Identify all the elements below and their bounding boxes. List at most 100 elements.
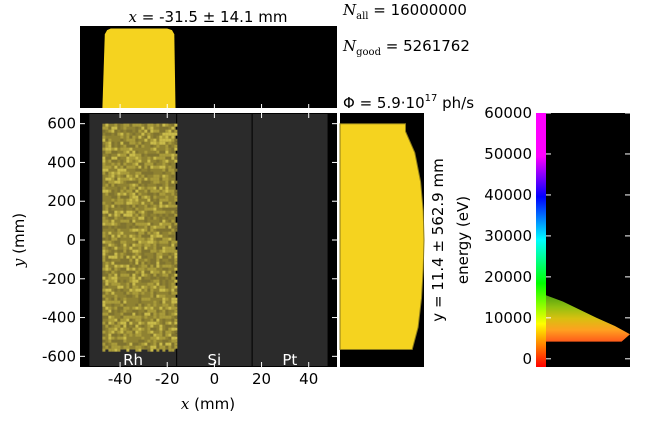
beam-pixel: [150, 270, 154, 274]
beam-pixel: [162, 303, 166, 307]
beam-pixel: [126, 123, 130, 127]
beam-pixel: [123, 246, 127, 250]
beam-pixel: [150, 291, 154, 295]
beam-pixel: [108, 171, 112, 175]
beam-pixel: [102, 267, 106, 271]
beam-pixel: [114, 213, 118, 217]
beam-pixel: [111, 183, 115, 187]
beam-pixel: [147, 210, 151, 214]
beam-pixel: [123, 309, 127, 313]
beam-pixel: [159, 237, 163, 241]
beam-pixel: [111, 243, 115, 247]
beam-pixel: [150, 189, 154, 193]
beam-pixel: [102, 231, 106, 235]
beam-pixel: [150, 216, 154, 220]
beam-pixel: [102, 150, 106, 154]
beam-pixel: [105, 192, 109, 196]
beam-pixel: [102, 135, 106, 139]
stripe-label-layer: Rh Si Pt: [123, 351, 297, 369]
beam-pixel: [138, 165, 142, 169]
beam-pixel: [120, 321, 124, 325]
beam-pixel: [105, 147, 109, 151]
beam-pixel: [120, 324, 124, 328]
beam-pixel: [141, 228, 145, 232]
beam-pixel: [165, 273, 169, 277]
beam-pixel: [135, 270, 139, 274]
beam-pixel: [156, 228, 160, 232]
beam-pixel: [171, 291, 175, 295]
beam-pixel: [117, 186, 121, 190]
beam-pixel: [168, 132, 172, 136]
energy-tick-label: 60000: [484, 104, 532, 122]
beam-pixel: [123, 273, 127, 277]
beam-pixel: [129, 129, 133, 133]
beam-pixel: [138, 153, 142, 157]
beam-pixel: [138, 222, 142, 226]
beam-pixel: [162, 342, 166, 346]
beam-pixel: [129, 153, 133, 157]
beam-pixel: [117, 210, 121, 214]
beam-pixel: [108, 312, 112, 316]
beam-pixel: [123, 153, 127, 157]
beam-pixel: [174, 258, 178, 262]
flux-text: Φ = 5.9·1017 ph/s: [343, 93, 474, 112]
beam-pixel: [108, 345, 112, 349]
beam-pixel: [135, 198, 139, 202]
beam-pixel: [123, 345, 127, 349]
beam-pixel: [159, 315, 163, 319]
beam-pixel: [165, 189, 169, 193]
beam-pixel: [111, 261, 115, 265]
beam-pixel: [138, 255, 142, 259]
beam-pixel: [102, 333, 106, 337]
beam-pixel: [102, 156, 106, 160]
beam-pixel: [111, 192, 115, 196]
beam-pixel: [129, 246, 133, 250]
beam-pixel: [126, 147, 130, 151]
beam-pixel: [144, 180, 148, 184]
beam-pixel: [159, 150, 163, 154]
beam-pixel: [156, 165, 160, 169]
beam-pixel: [135, 195, 139, 199]
beam-pixel: [117, 237, 121, 241]
beam-pixel: [120, 288, 124, 292]
beam-pixel: [141, 246, 145, 250]
beam-pixel: [174, 213, 178, 217]
beam-pixel: [120, 300, 124, 304]
beam-pixel: [120, 177, 124, 181]
beam-pixel: [108, 321, 112, 325]
beam-pixel: [174, 240, 178, 244]
beam-pixel: [174, 252, 178, 256]
beam-pixel: [150, 222, 154, 226]
beam-pixel: [129, 141, 133, 145]
beam-pixel: [150, 345, 154, 349]
beam-pixel: [129, 234, 133, 238]
beam-pixel: [174, 309, 178, 313]
beam-pixel: [156, 261, 160, 265]
beam-pixel: [171, 207, 175, 211]
beam-pixel: [159, 255, 163, 259]
beam-pixel: [123, 171, 127, 175]
beam-pixel: [135, 249, 139, 253]
beam-pixel: [132, 222, 136, 226]
beam-pixel: [108, 315, 112, 319]
beam-pixel: [138, 276, 142, 280]
beam-pixel: [174, 129, 178, 133]
beam-pixel: [117, 300, 121, 304]
beam-pixel: [102, 189, 106, 193]
beam-pixel: [123, 312, 127, 316]
beam-pixel: [168, 138, 172, 142]
beam-pixel: [117, 270, 121, 274]
energy-axis-label: energy (eV): [454, 196, 472, 284]
beam-pixel: [111, 330, 115, 334]
beam-pixel: [126, 159, 130, 163]
beam-pixel: [138, 273, 142, 277]
beam-pixel: [156, 132, 160, 136]
beam-pixel: [144, 309, 148, 313]
beam-pixel: [102, 162, 106, 166]
beam-pixel: [138, 162, 142, 166]
y-tick-label: 0: [66, 231, 76, 249]
beam-pixel: [117, 324, 121, 328]
beam-pixel: [102, 270, 106, 274]
beam-pixel: [111, 177, 115, 181]
beam-pixel: [138, 183, 142, 187]
